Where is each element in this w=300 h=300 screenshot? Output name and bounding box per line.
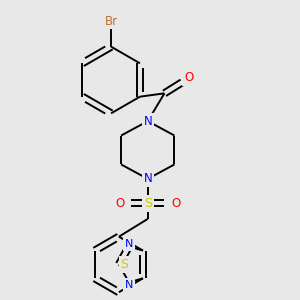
Text: N: N [143, 115, 152, 128]
Text: S: S [121, 258, 128, 271]
Text: Br: Br [104, 15, 118, 28]
Text: S: S [144, 197, 152, 210]
Text: N: N [125, 280, 133, 290]
Text: N: N [143, 172, 152, 185]
Text: O: O [116, 197, 124, 210]
Text: N: N [125, 239, 133, 249]
Text: O: O [184, 71, 194, 84]
Text: O: O [171, 197, 180, 210]
